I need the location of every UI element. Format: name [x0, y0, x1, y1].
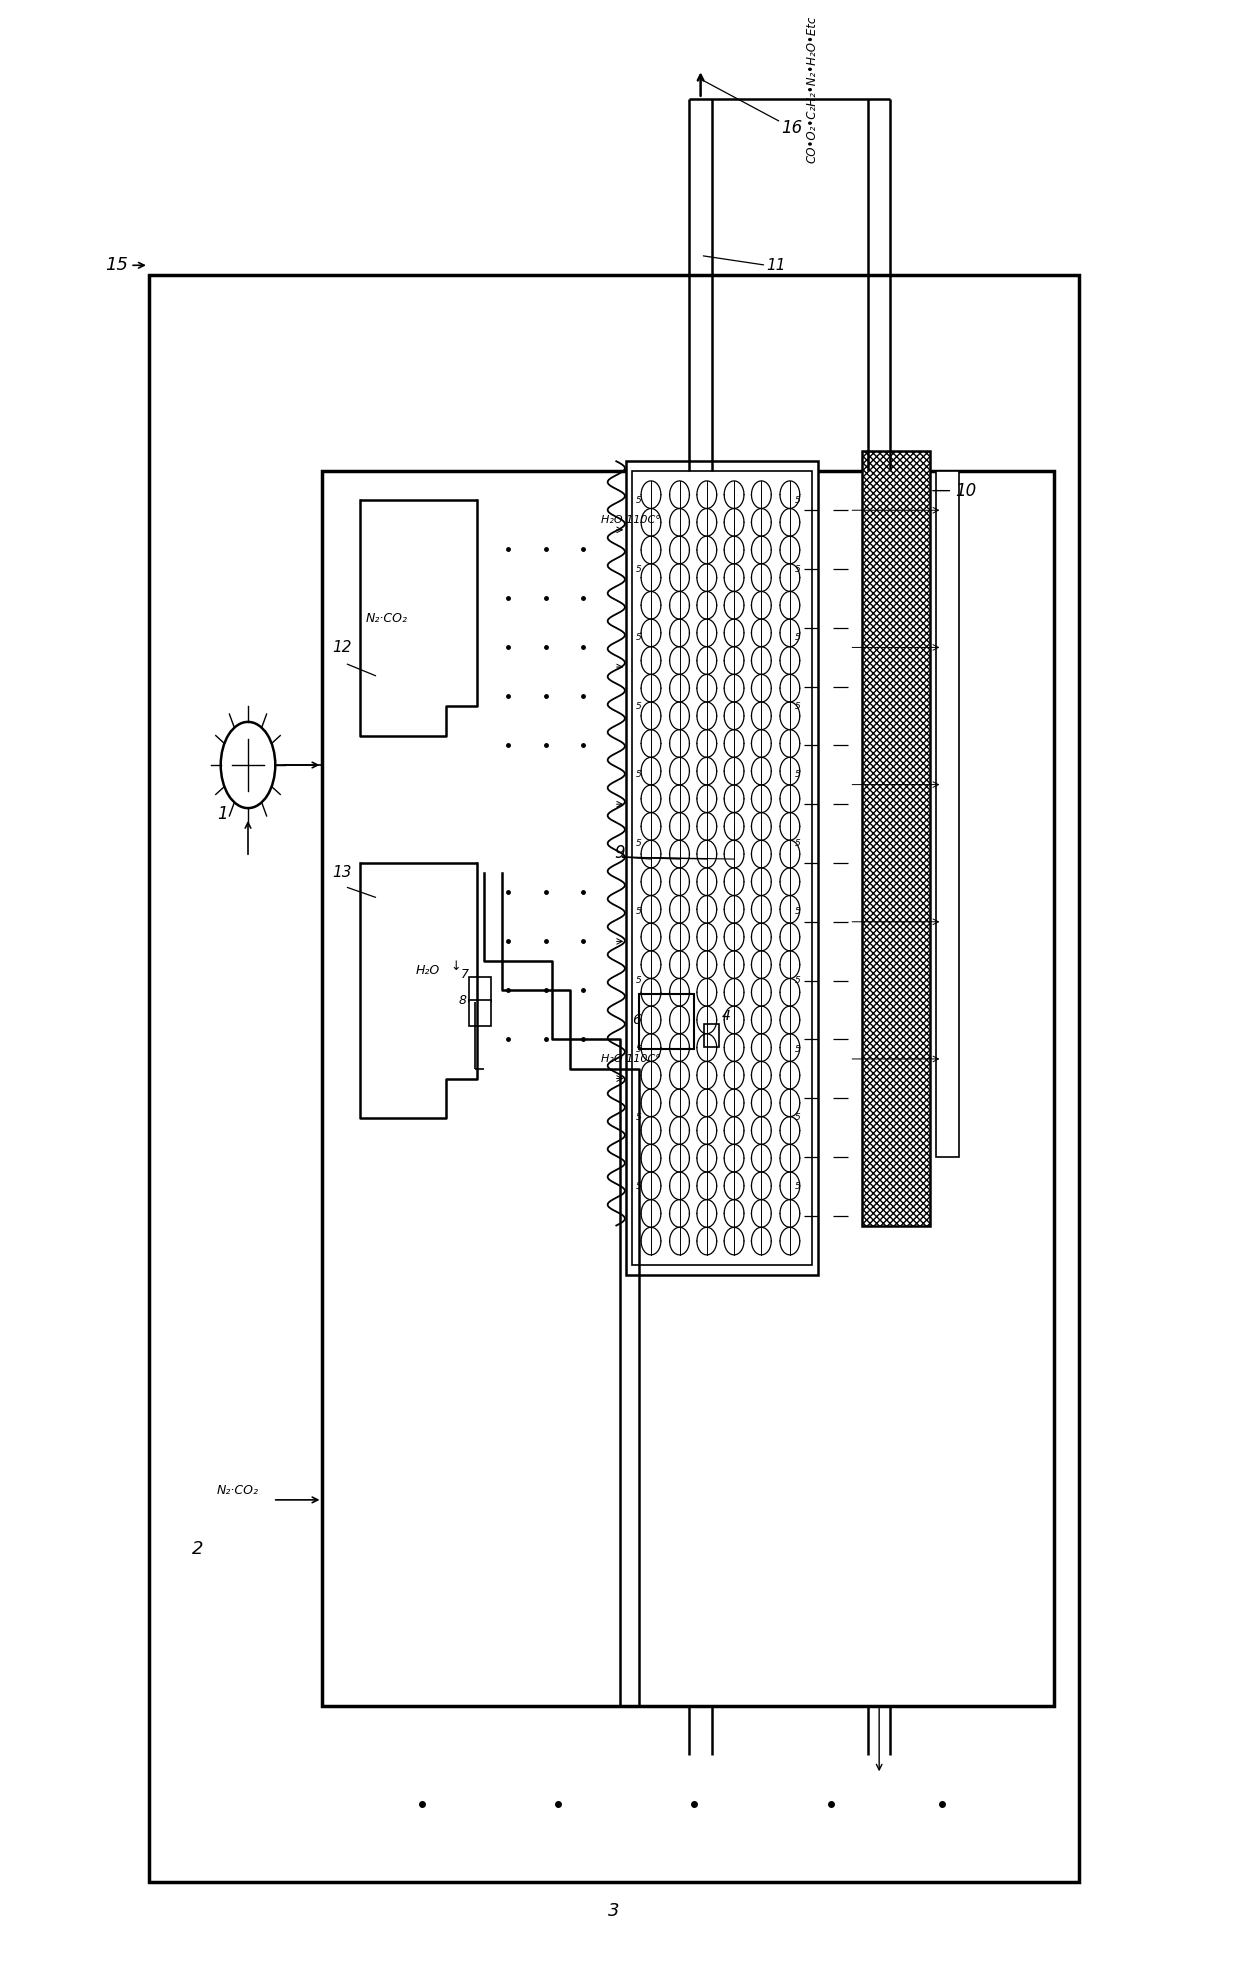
Text: ↓: ↓ — [450, 960, 460, 974]
Text: 11: 11 — [766, 257, 786, 273]
Text: 4: 4 — [722, 1010, 730, 1024]
Text: 5: 5 — [636, 1113, 641, 1123]
Text: 5: 5 — [795, 1045, 800, 1053]
Text: 5: 5 — [636, 634, 641, 642]
Text: 5: 5 — [636, 495, 641, 505]
Text: 5: 5 — [795, 907, 800, 917]
Text: H₂O: H₂O — [415, 964, 440, 978]
Text: 6: 6 — [632, 1012, 641, 1028]
Text: 5: 5 — [795, 976, 800, 986]
Bar — [639, 994, 694, 1049]
Bar — [936, 471, 959, 1156]
Text: 10: 10 — [955, 481, 976, 499]
Text: 15: 15 — [105, 255, 129, 275]
Text: 5: 5 — [636, 770, 641, 780]
Text: 5: 5 — [795, 840, 800, 847]
Text: 8: 8 — [459, 994, 466, 1006]
Text: 5: 5 — [636, 701, 641, 711]
Text: 5: 5 — [795, 770, 800, 780]
Text: 9: 9 — [615, 843, 625, 861]
Text: N₂·CO₂: N₂·CO₂ — [217, 1483, 259, 1497]
Text: CO•O₂•C₂H₂•N₂•H₂O•Etc: CO•O₂•C₂H₂•N₂•H₂O•Etc — [806, 16, 818, 162]
Text: 5: 5 — [795, 564, 800, 574]
Text: 7: 7 — [461, 968, 469, 982]
Text: 12: 12 — [332, 640, 352, 655]
Bar — [626, 461, 818, 1275]
Text: H₂O 110C°: H₂O 110C° — [601, 515, 661, 525]
Text: 16: 16 — [781, 119, 802, 137]
Text: 5: 5 — [795, 495, 800, 505]
Bar — [862, 451, 930, 1226]
Bar — [469, 1000, 491, 1026]
Bar — [704, 1024, 719, 1047]
Bar — [469, 976, 491, 1002]
Text: 3: 3 — [608, 1903, 620, 1921]
Text: 5: 5 — [795, 634, 800, 642]
Text: 13: 13 — [332, 865, 352, 881]
Text: 5: 5 — [636, 1045, 641, 1053]
Bar — [322, 471, 1054, 1705]
Text: 5: 5 — [636, 840, 641, 847]
Text: 1: 1 — [217, 806, 228, 824]
Bar — [632, 471, 812, 1265]
Bar — [149, 275, 1079, 1883]
Bar — [862, 451, 930, 1226]
Text: H₂O 110C°: H₂O 110C° — [601, 1053, 661, 1063]
Text: 5: 5 — [795, 701, 800, 711]
Text: 5: 5 — [795, 1113, 800, 1123]
Text: 5: 5 — [636, 564, 641, 574]
Text: 5: 5 — [636, 976, 641, 986]
Text: 2: 2 — [192, 1540, 203, 1558]
Text: N₂·CO₂: N₂·CO₂ — [366, 612, 408, 624]
Text: 5: 5 — [636, 1182, 641, 1190]
Text: 5: 5 — [795, 1182, 800, 1190]
Text: 5: 5 — [636, 907, 641, 917]
